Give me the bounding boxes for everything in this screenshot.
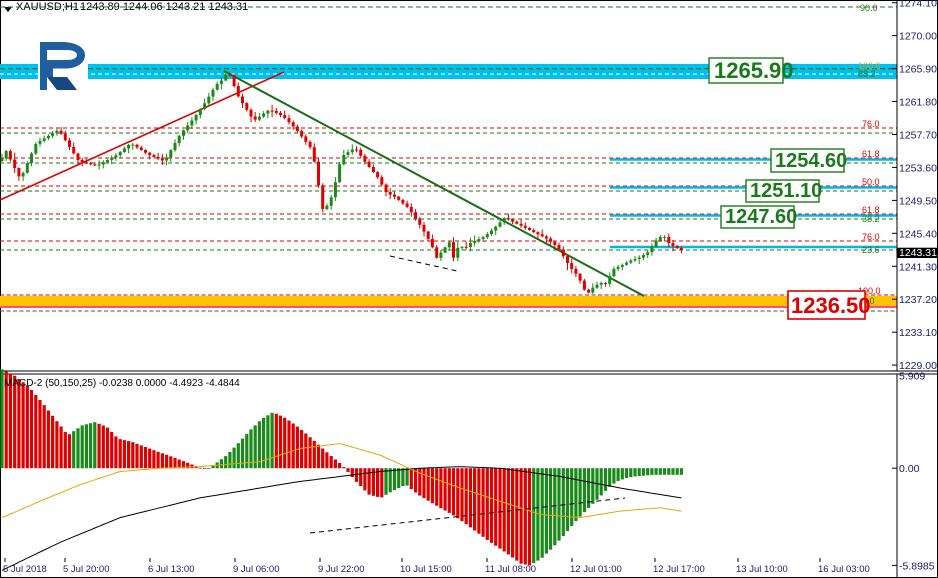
svg-text:1247.60: 1247.60 [725,206,797,228]
svg-text:1261.80: 1261.80 [899,97,937,109]
svg-text:1251.10: 1251.10 [750,180,822,202]
svg-text:10 Jul 15:00: 10 Jul 15:00 [400,564,452,575]
svg-text:1245.40: 1245.40 [899,228,937,240]
svg-text:23.6: 23.6 [862,245,880,255]
svg-text:76.0: 76.0 [862,119,880,129]
svg-text:16 Jul 03:00: 16 Jul 03:00 [818,564,870,575]
svg-text:1274.10: 1274.10 [899,0,937,10]
svg-text:38.2: 38.2 [862,214,880,224]
svg-text:12 Jul 01:00: 12 Jul 01:00 [570,564,622,575]
svg-text:50.0: 50.0 [862,177,880,187]
svg-text:6 Jul 13:00: 6 Jul 13:00 [148,564,194,575]
svg-text:5 Jul 20:00: 5 Jul 20:00 [63,564,109,575]
svg-text:88.2: 88.2 [858,69,876,79]
svg-text:1241.30: 1241.30 [899,261,937,273]
svg-text:MACD-2 (50,150,25) -0.0238 0.0: MACD-2 (50,150,25) -0.0238 0.0000 -4.492… [4,378,240,389]
svg-text:11 Jul 08:00: 11 Jul 08:00 [485,564,536,575]
svg-text:9 Jul 06:00: 9 Jul 06:00 [233,564,279,575]
svg-text:1236.50: 1236.50 [791,293,871,318]
svg-text:5.909: 5.909 [899,371,925,383]
svg-text:1249.50: 1249.50 [899,195,937,207]
svg-text:-5.8985: -5.8985 [899,560,935,572]
svg-text:1257.70: 1257.70 [899,130,937,142]
svg-text:1254.60: 1254.60 [775,150,847,172]
svg-text:1233.10: 1233.10 [899,327,937,339]
svg-text:1270.00: 1270.00 [899,31,937,43]
svg-text:12 Jul 17:00: 12 Jul 17:00 [653,564,705,575]
svg-text:1253.60: 1253.60 [899,162,937,174]
svg-text:0.00: 0.00 [899,463,920,475]
svg-text:1265.90: 1265.90 [714,58,794,83]
svg-text:1243.31: 1243.31 [899,247,937,259]
svg-text:1237.20: 1237.20 [899,294,937,306]
svg-text:13 Jul 10:00: 13 Jul 10:00 [736,564,788,575]
svg-text:61.8: 61.8 [862,149,880,159]
svg-text:1265.90: 1265.90 [899,64,937,76]
svg-text:9 Jul 22:00: 9 Jul 22:00 [318,564,364,575]
svg-text:76.0: 76.0 [862,232,880,242]
svg-text:5 Jul 2018: 5 Jul 2018 [3,564,47,575]
svg-text:90.0: 90.0 [860,3,878,13]
